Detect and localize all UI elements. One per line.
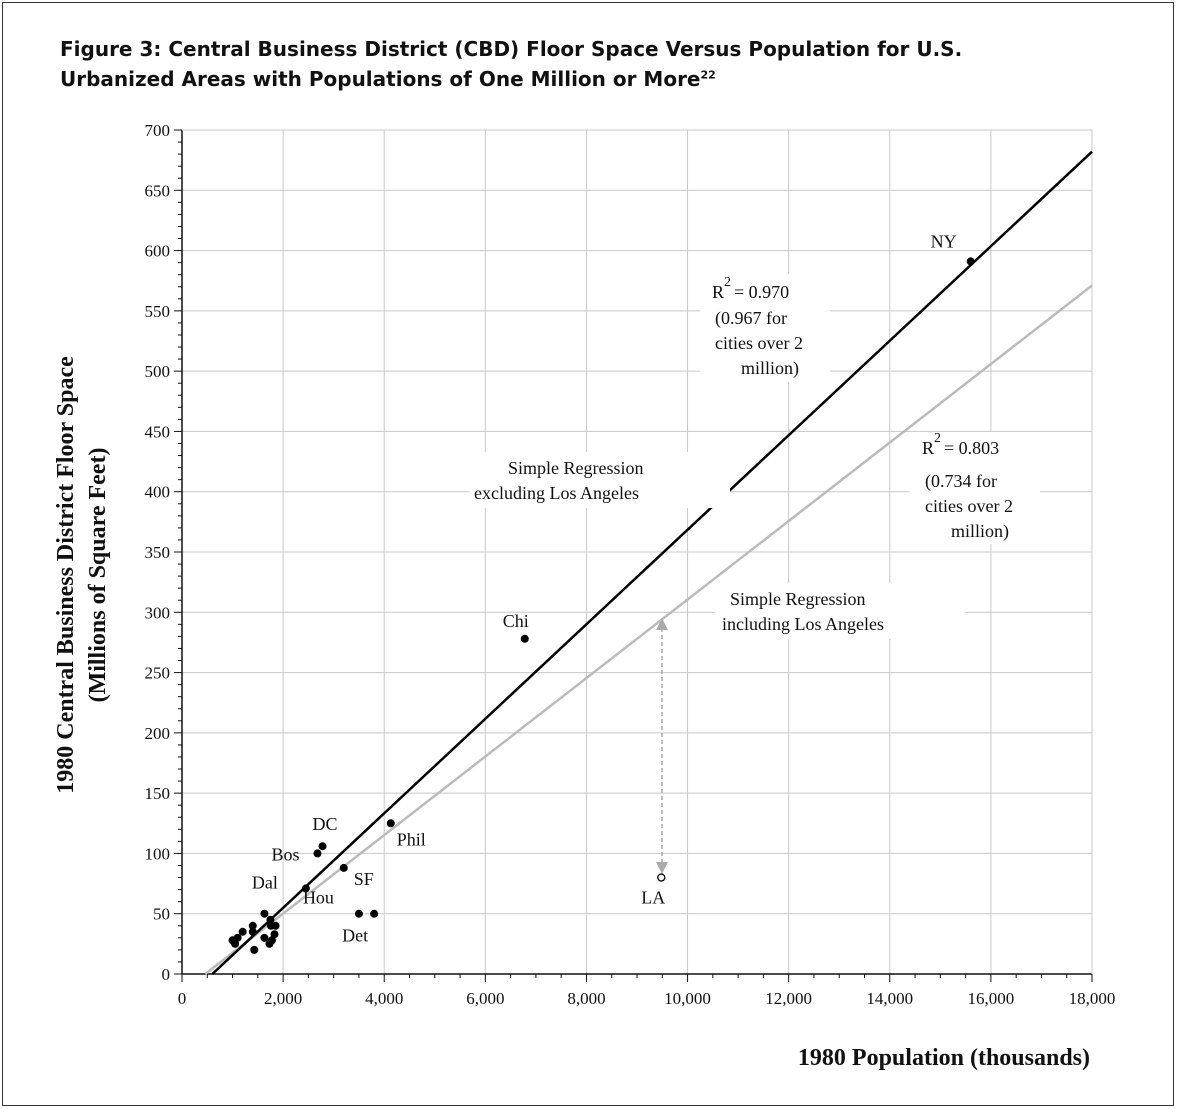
x-tick-label: 18,000 (1069, 989, 1116, 1008)
r2-incl-exp: 2 (934, 431, 941, 446)
y-axis-title: 1980 Central Business District Floor Spa… (53, 356, 111, 794)
data-point (266, 915, 275, 924)
point-label-dal: Dal (252, 872, 278, 892)
y-axis-title-line-2: (Millions of Square Feet) (85, 448, 111, 703)
point-chi (520, 634, 529, 643)
data-point (231, 939, 240, 948)
point-ny (966, 257, 975, 266)
excl-caption-1: Simple Regression (508, 458, 644, 478)
r2-incl-note-1: (0.734 for (925, 471, 997, 492)
y-tick-label: 250 (145, 664, 171, 683)
point-label-dc: DC (313, 814, 338, 834)
point-bos (313, 849, 322, 858)
r2-excl-note-1: (0.967 for (715, 308, 787, 329)
x-tick-label: 12,000 (765, 989, 812, 1008)
point-label-la: LA (641, 888, 665, 908)
r2-excl-value: = 0.970 (734, 282, 789, 302)
y-tick-label: 500 (145, 362, 171, 381)
r2-incl-note-2: cities over 2 (925, 496, 1013, 516)
point-det (370, 909, 379, 918)
regression-line-excluding-la (211, 150, 1093, 975)
data-point (260, 909, 269, 918)
x-tick-label: 16,000 (968, 989, 1015, 1008)
tick-labels: 0 2,000 4,000 6,000 8,000 10,000 12,000 14,000 1… (145, 121, 1116, 1008)
incl-caption-2: including Los Angeles (722, 614, 884, 634)
data-point (250, 945, 259, 954)
title-line-2: Urbanized Areas with Populations of One … (60, 64, 1120, 94)
grid-lines (182, 129, 1093, 974)
r2-excl-note-3: million) (741, 358, 799, 379)
y-tick-label: 100 (145, 844, 171, 863)
point-label-sf: SF (354, 869, 374, 889)
data-point (271, 921, 280, 930)
x-tick-label: 4,000 (365, 989, 403, 1008)
y-tick-label: 300 (145, 603, 171, 622)
data-point (248, 927, 257, 936)
point-hou (354, 909, 363, 918)
point-sf (339, 863, 348, 872)
r2-incl-bg (910, 432, 1040, 544)
figure-title: Figure 3: Central Business District (CBD… (60, 34, 1120, 94)
y-tick-label: 650 (145, 181, 171, 200)
y-tick-label: 0 (162, 965, 171, 984)
y-tick-label: 600 (145, 242, 171, 261)
y-tick-label: 350 (145, 543, 171, 562)
excl-label-bg (470, 452, 730, 508)
excl-caption-2: excluding Los Angeles (474, 483, 639, 503)
data-point (265, 939, 274, 948)
point-label-hou: Hou (303, 888, 334, 908)
x-tick-label: 6,000 (466, 989, 504, 1008)
point-label-chi: Chi (503, 611, 529, 631)
x-tick-label: 0 (178, 989, 187, 1008)
r2-incl-label: R2 = 0.803 (922, 431, 999, 458)
axes (174, 129, 1093, 982)
r2-excl-bg (700, 274, 830, 382)
x-tick-label: 8,000 (567, 989, 605, 1008)
data-point (248, 921, 257, 930)
r2-incl-value: = 0.803 (944, 438, 999, 458)
x-tick-label: 10,000 (664, 989, 711, 1008)
data-point (238, 927, 247, 936)
y-tick-label: 550 (145, 302, 171, 321)
regression-line-including-la (204, 284, 1093, 975)
r2-excl-symbol: R (712, 282, 724, 302)
incl-caption-1: Simple Regression (730, 589, 866, 609)
x-axis-title: 1980 Population (thousands) (798, 1045, 1090, 1071)
la-arrow (656, 618, 668, 874)
point-labels: NY Chi LA Phil DC Bos SF Dal Hou Det (252, 231, 957, 945)
point-label-ny: NY (931, 231, 957, 251)
y-tick-label: 450 (145, 422, 171, 441)
incl-label-bg (715, 583, 965, 639)
x-tick-label: 14,000 (866, 989, 913, 1008)
point-label-phil: Phil (397, 829, 426, 849)
data-point (260, 933, 269, 942)
data-points (228, 257, 975, 954)
r2-incl-note-3: million) (951, 521, 1009, 542)
point-la (657, 873, 666, 882)
r2-incl-symbol: R (922, 438, 934, 458)
title-line-2-text: Urbanized Areas with Populations of One … (60, 67, 701, 91)
data-point (270, 930, 279, 939)
x-tick-label: 2,000 (264, 989, 302, 1008)
point-label-bos: Bos (271, 844, 299, 864)
title-line-1: Figure 3: Central Business District (CBD… (60, 37, 963, 61)
y-tick-label: 200 (145, 724, 171, 743)
point-dc (318, 842, 327, 851)
r2-excl-label: R2 = 0.970 (712, 275, 789, 302)
y-tick-label: 700 (145, 121, 171, 140)
point-label-det: Det (342, 926, 368, 946)
r2-excl-exp: 2 (724, 275, 731, 290)
regression-lines (204, 150, 1093, 975)
y-tick-label: 400 (145, 483, 171, 502)
y-tick-label: 50 (153, 905, 170, 924)
point-dal (301, 884, 310, 893)
y-tick-label: 150 (145, 784, 171, 803)
title-footnote: 22 (700, 68, 716, 82)
r2-excl-note-2: cities over 2 (715, 333, 803, 353)
y-axis-title-line-1: 1980 Central Business District Floor Spa… (53, 356, 79, 794)
point-phil (386, 819, 395, 828)
